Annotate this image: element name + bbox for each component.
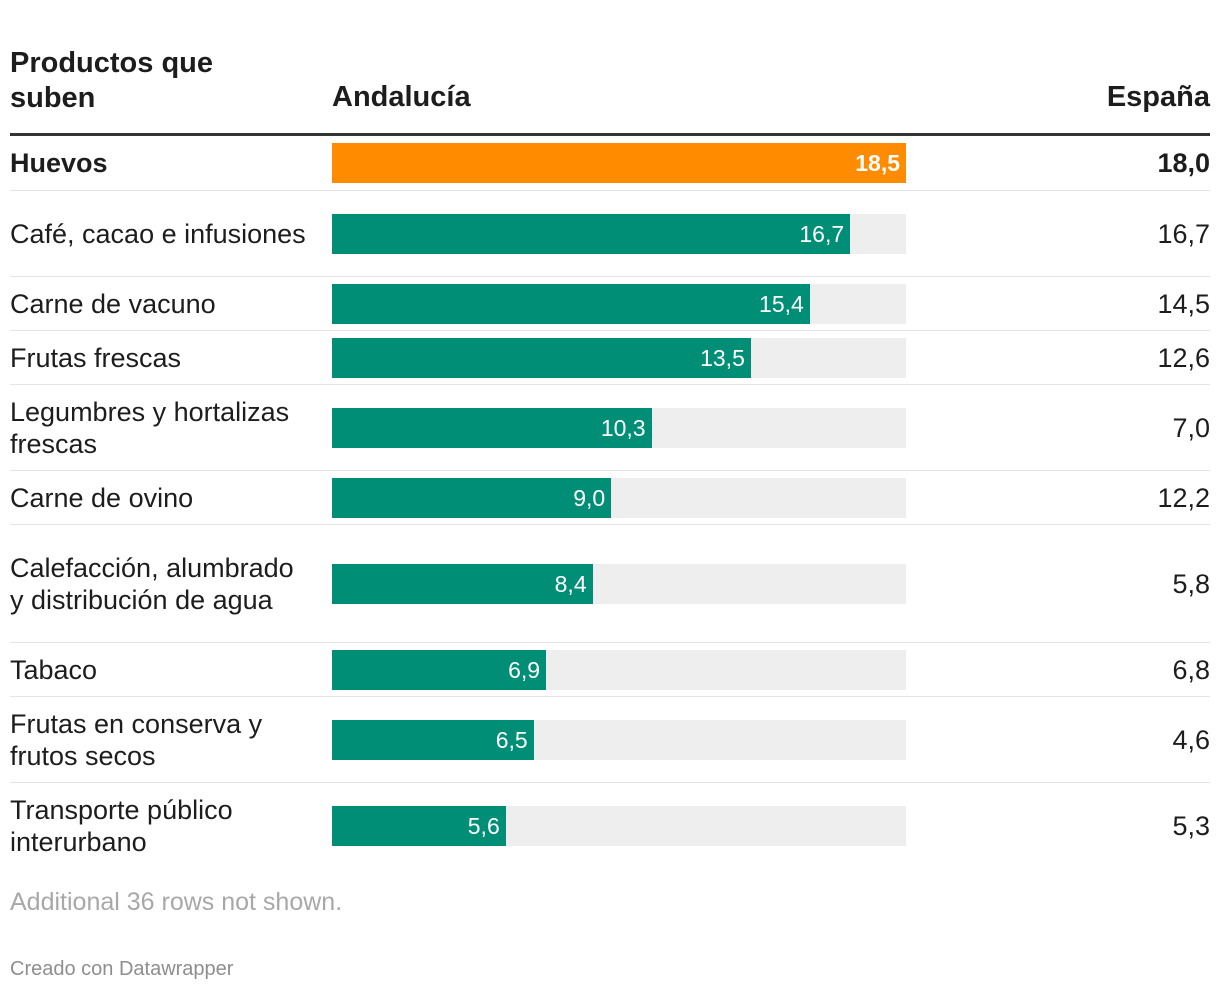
andalucia-bar: 16,7 — [332, 213, 851, 254]
andalucia-bar: 8,4 — [332, 563, 593, 604]
table-row: Carne de vacuno 15,4 14,5 — [10, 277, 1210, 331]
table-row: Transporte público interurbano 5,6 5,3 — [10, 783, 1210, 869]
andalucia-value: 16,7 — [799, 220, 845, 247]
bar-track: 5,6 — [332, 806, 906, 846]
andalucia-bar: 13,5 — [332, 337, 751, 378]
espana-value: 16,7 — [1157, 218, 1210, 249]
espana-value: 5,3 — [1172, 811, 1210, 841]
andalucia-bar: 18,5 — [332, 143, 906, 183]
table-header: Productos que suben Andalucía España — [10, 44, 1210, 136]
bar-track: 16,7 — [332, 213, 906, 254]
rows-not-shown-note: Additional 36 rows not shown. — [10, 888, 343, 916]
espana-value: 5,8 — [1172, 568, 1210, 599]
row-product: Calefacción, alumbrado y distribución de… — [10, 552, 294, 615]
andalucia-value: 9,0 — [573, 484, 606, 511]
andalucia-value: 15,4 — [759, 290, 804, 317]
espana-value: 14,5 — [1157, 288, 1210, 319]
row-product: Café, cacao e infusiones — [10, 218, 306, 249]
espana-value: 7,0 — [1172, 412, 1210, 443]
andalucia-value: 6,9 — [508, 656, 541, 683]
row-product: Frutas en conserva y frutos secos — [10, 708, 263, 771]
row-product: Huevos — [10, 148, 108, 178]
credit-text: Creado con Datawrapper — [10, 958, 234, 980]
row-product: Carne de ovino — [10, 482, 194, 513]
espana-value: 18,0 — [1157, 148, 1210, 178]
header-espana[interactable]: España — [1106, 81, 1210, 113]
table-row: Tabaco 6,9 6,8 — [10, 643, 1210, 697]
table-row: Carne de ovino 9,0 12,2 — [10, 471, 1210, 525]
data-table: Productos que suben Andalucía España Hue… — [10, 44, 1210, 869]
table-row: Café, cacao e infusiones 16,7 16,7 — [10, 191, 1210, 277]
row-product: Legumbres y hortalizas frescas — [10, 396, 290, 459]
bar-track: 6,9 — [332, 649, 906, 690]
andalucia-value: 5,6 — [467, 813, 500, 839]
andalucia-bar: 5,6 — [332, 806, 506, 846]
andalucia-bar: 6,9 — [332, 649, 547, 690]
bar-track: 9,0 — [332, 477, 906, 518]
row-product: Frutas frescas — [10, 342, 182, 373]
bar-track: 10,3 — [332, 407, 906, 448]
andalucia-bar: 9,0 — [332, 477, 612, 518]
header-andalucia[interactable]: Andalucía — [332, 81, 471, 113]
header-product[interactable]: Productos que suben — [10, 47, 214, 114]
andalucia-value: 8,4 — [554, 570, 587, 597]
andalucia-value: 10,3 — [600, 414, 646, 441]
andalucia-bar: 15,4 — [332, 283, 810, 324]
andalucia-bar: 10,3 — [332, 407, 652, 448]
bar-track: 15,4 — [332, 283, 906, 324]
bar-track: 8,4 — [332, 563, 906, 604]
bar-track: 13,5 — [332, 337, 906, 378]
table-row: Huevos 18,5 18,0 — [10, 136, 1210, 191]
table-row: Frutas en conserva y frutos secos 6,5 4,… — [10, 697, 1210, 783]
bar-track: 18,5 — [332, 143, 906, 183]
row-product: Carne de vacuno — [10, 288, 216, 319]
row-product: Tabaco — [10, 654, 98, 685]
espana-value: 12,2 — [1157, 482, 1210, 513]
espana-value: 12,6 — [1157, 342, 1210, 373]
andalucia-value: 13,5 — [700, 344, 745, 371]
table-row: Legumbres y hortalizas frescas 10,3 7,0 — [10, 385, 1210, 471]
andalucia-bar: 6,5 — [332, 719, 534, 760]
espana-value: 6,8 — [1172, 654, 1210, 685]
espana-value: 4,6 — [1172, 724, 1210, 755]
andalucia-value: 6,5 — [495, 726, 528, 753]
bar-track: 6,5 — [332, 719, 906, 760]
row-product: Transporte público interurbano — [10, 795, 233, 857]
andalucia-value: 18,5 — [855, 150, 900, 176]
table-row: Frutas frescas 13,5 12,6 — [10, 331, 1210, 385]
table-row: Calefacción, alumbrado y distribución de… — [10, 525, 1210, 643]
